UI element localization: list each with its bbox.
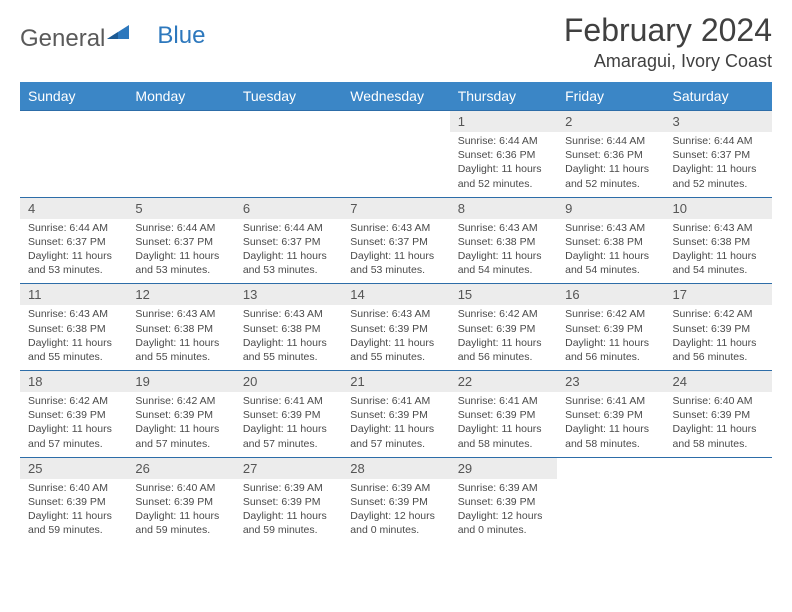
day-number: 4	[20, 197, 127, 219]
day-number: 25	[20, 457, 127, 479]
day-content-row: Sunrise: 6:40 AM Sunset: 6:39 PM Dayligh…	[20, 479, 772, 544]
day-detail: Sunrise: 6:43 AM Sunset: 6:38 PM Dayligh…	[235, 305, 342, 370]
day-detail: Sunrise: 6:42 AM Sunset: 6:39 PM Dayligh…	[127, 392, 234, 457]
day-number: 5	[127, 197, 234, 219]
day-detail: Sunrise: 6:44 AM Sunset: 6:37 PM Dayligh…	[235, 219, 342, 284]
day-number: 9	[557, 197, 664, 219]
day-detail	[127, 132, 234, 197]
logo-text-blue: Blue	[157, 22, 205, 50]
day-detail: Sunrise: 6:43 AM Sunset: 6:38 PM Dayligh…	[127, 305, 234, 370]
day-header: Wednesday	[342, 82, 449, 111]
day-number: 12	[127, 284, 234, 306]
day-number: 15	[450, 284, 557, 306]
header: General Blue February 2024 Amaragui, Ivo…	[20, 12, 772, 72]
day-number: 27	[235, 457, 342, 479]
day-detail: Sunrise: 6:40 AM Sunset: 6:39 PM Dayligh…	[20, 479, 127, 544]
day-header: Thursday	[450, 82, 557, 111]
day-number: 16	[557, 284, 664, 306]
day-content-row: Sunrise: 6:44 AM Sunset: 6:37 PM Dayligh…	[20, 219, 772, 284]
logo-triangle-icon	[107, 18, 129, 46]
logo: General Blue	[20, 12, 205, 60]
title-block: February 2024 Amaragui, Ivory Coast	[564, 12, 772, 72]
day-number: 18	[20, 371, 127, 393]
day-detail: Sunrise: 6:44 AM Sunset: 6:36 PM Dayligh…	[557, 132, 664, 197]
day-number: 20	[235, 371, 342, 393]
day-number: 11	[20, 284, 127, 306]
day-detail: Sunrise: 6:39 AM Sunset: 6:39 PM Dayligh…	[450, 479, 557, 544]
day-detail: Sunrise: 6:42 AM Sunset: 6:39 PM Dayligh…	[557, 305, 664, 370]
day-detail: Sunrise: 6:44 AM Sunset: 6:37 PM Dayligh…	[127, 219, 234, 284]
day-number: 3	[665, 111, 772, 133]
day-detail: Sunrise: 6:43 AM Sunset: 6:38 PM Dayligh…	[557, 219, 664, 284]
day-number: 10	[665, 197, 772, 219]
day-number: 7	[342, 197, 449, 219]
day-content-row: Sunrise: 6:43 AM Sunset: 6:38 PM Dayligh…	[20, 305, 772, 370]
day-number-row: 45678910	[20, 197, 772, 219]
day-number: 13	[235, 284, 342, 306]
day-number: 24	[665, 371, 772, 393]
day-number	[20, 111, 127, 133]
month-title: February 2024	[564, 12, 772, 49]
day-number: 22	[450, 371, 557, 393]
day-header: Sunday	[20, 82, 127, 111]
day-number: 6	[235, 197, 342, 219]
day-header: Saturday	[665, 82, 772, 111]
day-number	[665, 457, 772, 479]
day-number: 21	[342, 371, 449, 393]
day-number-row: 2526272829	[20, 457, 772, 479]
day-header: Monday	[127, 82, 234, 111]
day-detail: Sunrise: 6:43 AM Sunset: 6:38 PM Dayligh…	[450, 219, 557, 284]
day-number: 28	[342, 457, 449, 479]
day-detail: Sunrise: 6:40 AM Sunset: 6:39 PM Dayligh…	[665, 392, 772, 457]
day-detail: Sunrise: 6:41 AM Sunset: 6:39 PM Dayligh…	[557, 392, 664, 457]
day-detail: Sunrise: 6:43 AM Sunset: 6:38 PM Dayligh…	[665, 219, 772, 284]
day-number	[342, 111, 449, 133]
day-detail: Sunrise: 6:40 AM Sunset: 6:39 PM Dayligh…	[127, 479, 234, 544]
day-number: 29	[450, 457, 557, 479]
day-number	[127, 111, 234, 133]
day-detail: Sunrise: 6:41 AM Sunset: 6:39 PM Dayligh…	[235, 392, 342, 457]
day-number: 1	[450, 111, 557, 133]
day-detail: Sunrise: 6:43 AM Sunset: 6:39 PM Dayligh…	[342, 305, 449, 370]
day-header: Tuesday	[235, 82, 342, 111]
day-detail: Sunrise: 6:44 AM Sunset: 6:37 PM Dayligh…	[665, 132, 772, 197]
location-label: Amaragui, Ivory Coast	[564, 51, 772, 72]
day-number: 14	[342, 284, 449, 306]
day-number-row: 123	[20, 111, 772, 133]
day-number: 17	[665, 284, 772, 306]
day-number: 26	[127, 457, 234, 479]
day-number: 8	[450, 197, 557, 219]
calendar-table: Sunday Monday Tuesday Wednesday Thursday…	[20, 82, 772, 543]
logo-text-general: General	[20, 25, 105, 53]
day-header: Friday	[557, 82, 664, 111]
day-detail: Sunrise: 6:42 AM Sunset: 6:39 PM Dayligh…	[20, 392, 127, 457]
day-detail: Sunrise: 6:44 AM Sunset: 6:37 PM Dayligh…	[20, 219, 127, 284]
day-detail: Sunrise: 6:41 AM Sunset: 6:39 PM Dayligh…	[450, 392, 557, 457]
day-number	[235, 111, 342, 133]
day-detail: Sunrise: 6:43 AM Sunset: 6:38 PM Dayligh…	[20, 305, 127, 370]
day-headers-row: Sunday Monday Tuesday Wednesday Thursday…	[20, 82, 772, 111]
day-detail: Sunrise: 6:39 AM Sunset: 6:39 PM Dayligh…	[342, 479, 449, 544]
day-number: 23	[557, 371, 664, 393]
day-content-row: Sunrise: 6:44 AM Sunset: 6:36 PM Dayligh…	[20, 132, 772, 197]
day-number	[557, 457, 664, 479]
day-detail: Sunrise: 6:42 AM Sunset: 6:39 PM Dayligh…	[450, 305, 557, 370]
day-detail: Sunrise: 6:41 AM Sunset: 6:39 PM Dayligh…	[342, 392, 449, 457]
day-detail	[557, 479, 664, 544]
day-number-row: 11121314151617	[20, 284, 772, 306]
day-detail: Sunrise: 6:39 AM Sunset: 6:39 PM Dayligh…	[235, 479, 342, 544]
day-detail	[665, 479, 772, 544]
day-detail	[235, 132, 342, 197]
day-detail: Sunrise: 6:43 AM Sunset: 6:37 PM Dayligh…	[342, 219, 449, 284]
day-number: 19	[127, 371, 234, 393]
day-number-row: 18192021222324	[20, 371, 772, 393]
day-number: 2	[557, 111, 664, 133]
day-detail	[20, 132, 127, 197]
day-detail: Sunrise: 6:44 AM Sunset: 6:36 PM Dayligh…	[450, 132, 557, 197]
day-content-row: Sunrise: 6:42 AM Sunset: 6:39 PM Dayligh…	[20, 392, 772, 457]
day-detail: Sunrise: 6:42 AM Sunset: 6:39 PM Dayligh…	[665, 305, 772, 370]
day-detail	[342, 132, 449, 197]
